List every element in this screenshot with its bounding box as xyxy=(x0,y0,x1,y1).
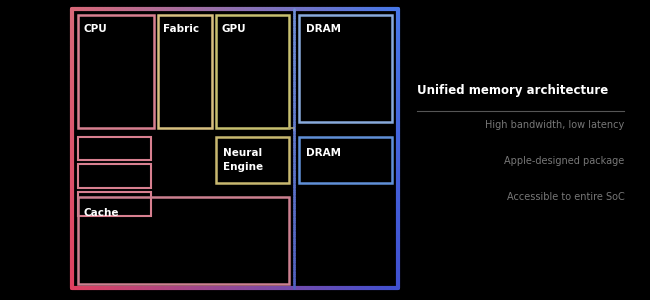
Text: CPU: CPU xyxy=(83,24,107,34)
Bar xyxy=(216,136,289,183)
Text: Neural
Engine: Neural Engine xyxy=(223,148,263,172)
Text: Accessible to entire SoC: Accessible to entire SoC xyxy=(506,192,625,202)
Text: High bandwidth, low latency: High bandwidth, low latency xyxy=(485,120,625,130)
Text: GPU: GPU xyxy=(222,24,246,34)
Bar xyxy=(79,192,151,216)
Bar xyxy=(79,15,154,128)
Bar xyxy=(79,164,151,188)
Bar xyxy=(79,136,151,160)
Text: DRAM: DRAM xyxy=(306,148,341,158)
Text: Fabric: Fabric xyxy=(163,24,200,34)
Bar xyxy=(216,15,289,128)
Bar xyxy=(158,15,212,128)
Text: DRAM: DRAM xyxy=(306,24,341,34)
Bar xyxy=(299,136,392,183)
Bar xyxy=(79,196,289,284)
Text: Unified memory architecture: Unified memory architecture xyxy=(417,84,608,97)
Bar xyxy=(299,15,392,122)
Text: Cache: Cache xyxy=(83,208,119,218)
Text: Apple-designed package: Apple-designed package xyxy=(504,156,625,166)
